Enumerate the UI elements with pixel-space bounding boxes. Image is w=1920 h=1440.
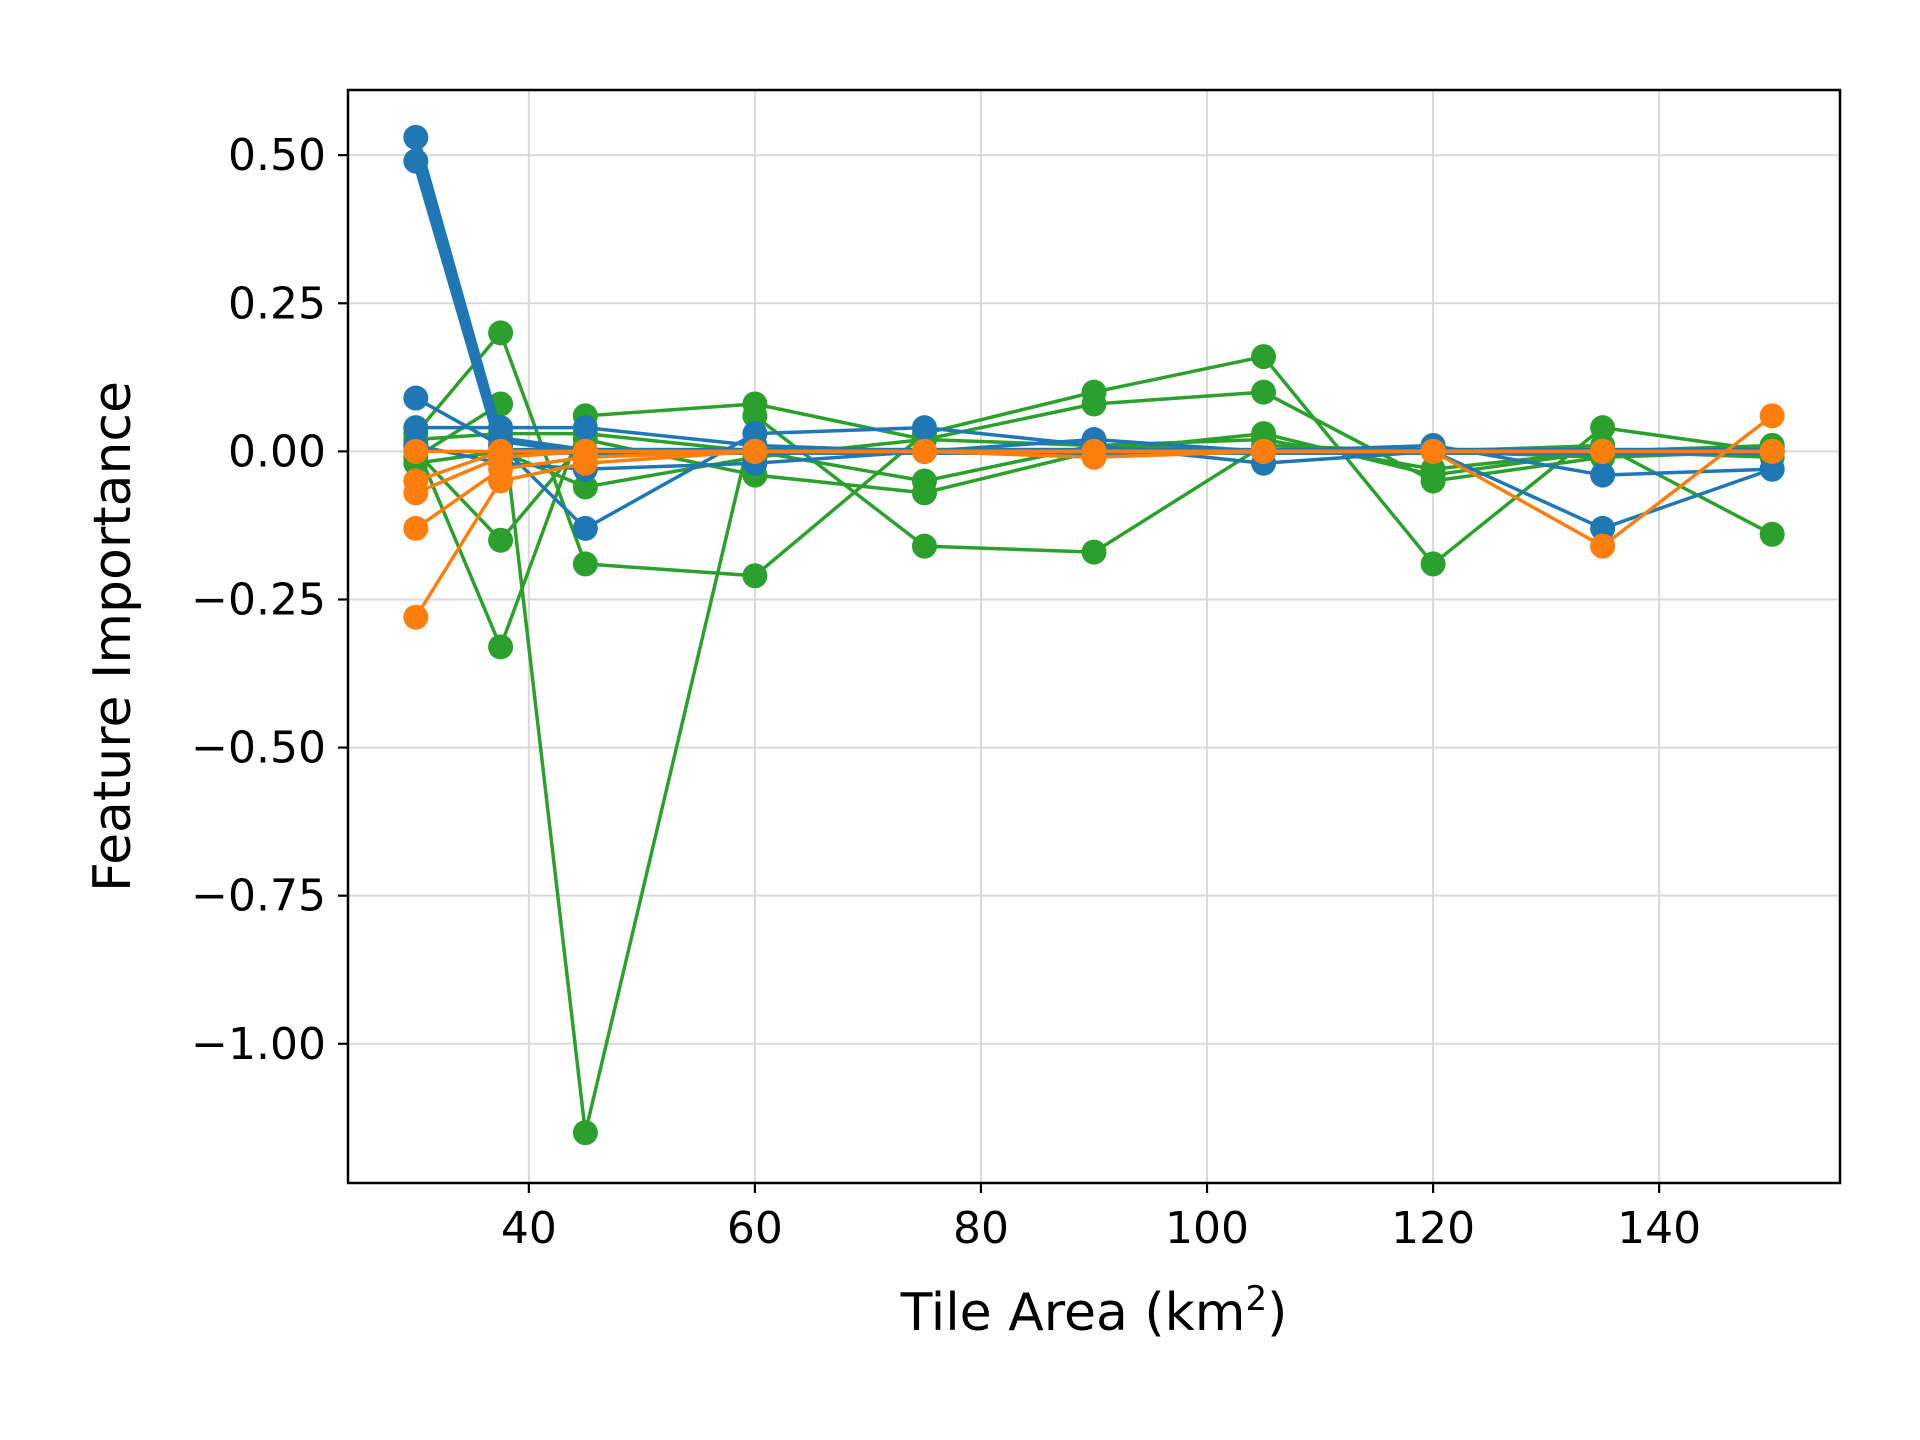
data-point — [1081, 539, 1107, 565]
series-orange-15 — [403, 438, 1785, 464]
y-axis-label: Feature Importance — [83, 381, 143, 892]
series-line — [414, 390, 1773, 649]
x-axis-label-superscript: 2 — [1245, 1279, 1267, 1319]
y-tick-label: −0.50 — [191, 723, 326, 774]
data-point — [572, 1120, 598, 1146]
data-point — [572, 474, 598, 500]
series-line — [414, 431, 1773, 542]
data-point — [911, 415, 937, 441]
data-point — [1590, 415, 1616, 441]
data-point — [742, 403, 768, 429]
y-tick-label: −0.25 — [191, 574, 326, 625]
data-point — [742, 438, 768, 464]
data-point — [1420, 456, 1446, 482]
y-tick-label: −1.00 — [191, 1019, 326, 1070]
data-point — [488, 438, 514, 464]
data-point — [488, 320, 514, 346]
x-tick-label: 80 — [953, 1203, 1009, 1254]
data-point — [1251, 379, 1277, 405]
data-point — [1759, 438, 1785, 464]
data-point — [572, 551, 598, 577]
x-axis-label-end: ) — [1267, 1283, 1287, 1343]
data-point — [1251, 344, 1277, 370]
data-point — [1420, 551, 1446, 577]
x-tick-label: 100 — [1165, 1203, 1249, 1254]
data-point — [403, 468, 429, 494]
data-point — [403, 124, 429, 150]
x-tick-label: 120 — [1391, 1203, 1475, 1254]
data-point — [1590, 533, 1616, 559]
data-point — [911, 438, 937, 464]
axis-ticks: 40 60 80 100 120 140 0.50 0.25 0.00 −0.25 −0.50 −0.… — [191, 130, 1701, 1254]
data-point — [1759, 456, 1785, 482]
y-tick-label: 0.25 — [228, 278, 326, 329]
series-line — [414, 414, 1774, 619]
data-point — [403, 415, 429, 441]
data-point — [911, 533, 937, 559]
y-tick-label: 0.50 — [228, 130, 326, 181]
x-tick-label: 140 — [1617, 1203, 1701, 1254]
data-point — [403, 148, 429, 174]
data-point — [572, 415, 598, 441]
series-line — [414, 396, 1773, 531]
data-point — [911, 468, 937, 494]
data-point — [1590, 462, 1616, 488]
y-tick-label: 0.00 — [228, 426, 326, 477]
data-point — [742, 563, 768, 589]
data-point — [488, 634, 514, 660]
data-point — [1251, 438, 1277, 464]
x-tick-label: 60 — [727, 1203, 783, 1254]
data-point — [403, 385, 429, 411]
data-point — [1590, 438, 1616, 464]
data-point — [1759, 403, 1785, 429]
data-point — [1590, 515, 1616, 541]
data-point — [403, 438, 429, 464]
data-point — [1420, 438, 1446, 464]
series-layer — [403, 124, 1785, 1146]
data-point — [488, 415, 514, 441]
data-point — [403, 515, 429, 541]
data-point — [1759, 521, 1785, 547]
data-point — [1081, 438, 1107, 464]
data-point — [403, 604, 429, 630]
series-line — [415, 425, 1773, 477]
x-tick-label: 40 — [501, 1203, 557, 1254]
data-point — [488, 527, 514, 553]
data-point — [572, 515, 598, 541]
x-axis-label: Tile Area (km2) — [900, 1279, 1288, 1343]
data-point — [572, 438, 598, 464]
plot-frame — [346, 88, 1842, 1185]
x-axis-label-main: Tile Area (km — [900, 1283, 1246, 1343]
data-point — [1081, 391, 1107, 417]
y-tick-label: −0.75 — [191, 871, 326, 922]
